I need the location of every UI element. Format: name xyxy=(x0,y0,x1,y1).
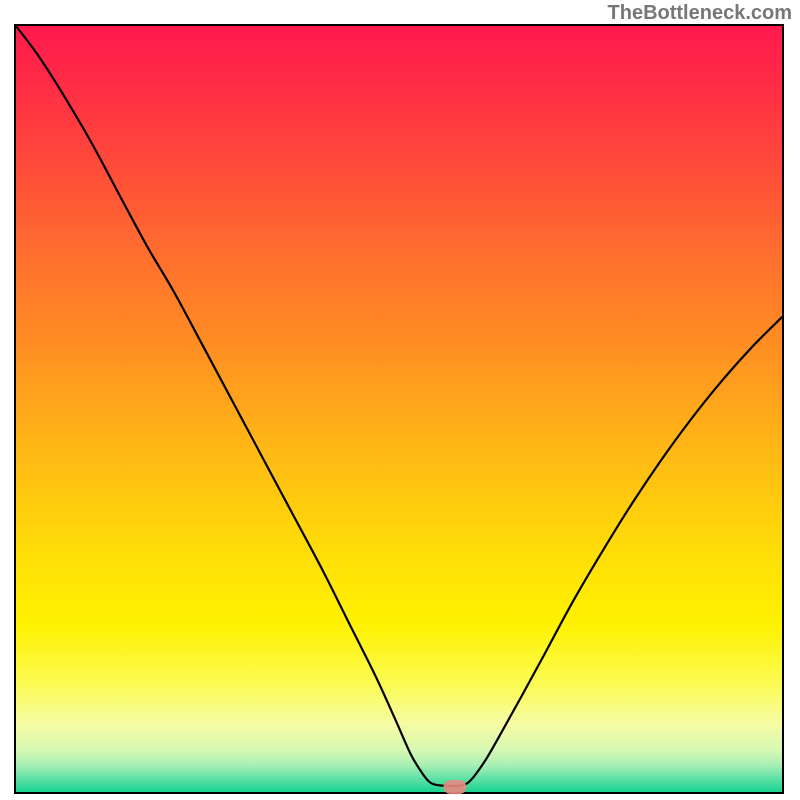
watermark-text: TheBottleneck.com xyxy=(608,2,792,25)
optimum-marker xyxy=(443,780,466,794)
curve-path xyxy=(16,26,782,786)
bottleneck-curve xyxy=(16,26,782,792)
plot-area xyxy=(14,24,784,794)
chart-container: TheBottleneck.com xyxy=(0,0,800,800)
